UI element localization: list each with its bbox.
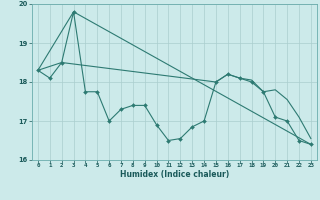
- X-axis label: Humidex (Indice chaleur): Humidex (Indice chaleur): [120, 170, 229, 179]
